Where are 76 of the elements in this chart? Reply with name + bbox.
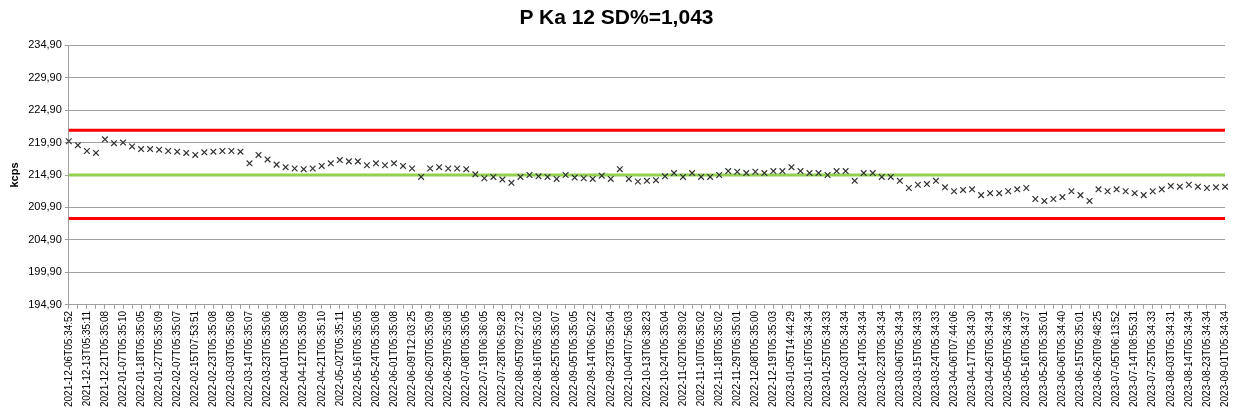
x-tick-label: 2023-06-15T05:35:01 [1074,310,1086,407]
x-tick-label: 2022-07-08T05:35:05 [460,310,472,407]
x-tick-label: 2023-07-14T08:55:31 [1128,310,1140,407]
x-tick-label: 2022-02-07T05:35:07 [170,310,182,407]
x-tick-label: 2022-05-16T05:35:05 [351,310,363,407]
x-tick-label: 2023-06-06T05:34:40 [1056,310,1068,407]
y-tick-label: 229,90 [28,70,62,83]
x-tick-label: 2022-03-23T05:35:06 [261,310,273,407]
x-tick-label: 2023-09-01T05:34:34 [1218,310,1230,407]
x-tick-label: 2023-08-14T05:34:34 [1182,310,1194,407]
x-tick-label: 2023-08-03T05:34:31 [1164,310,1176,407]
x-tick-label: 2023-03-06T05:34:34 [893,310,905,407]
x-tick-label: 2022-07-19T06:36:05 [478,310,490,407]
x-tick-label: 2023-02-23T05:34:34 [875,310,887,407]
y-tick-label: 209,90 [28,200,62,213]
x-tick-label: 2022-06-09T12:03:25 [405,310,417,407]
y-tick-label: 194,90 [28,297,62,310]
x-tick-label: 2023-01-25T05:34:33 [821,310,833,407]
x-tick-label: 2022-10-04T07:56:03 [622,310,634,407]
x-tick-label: 2023-03-15T05:34:33 [911,310,923,407]
y-tick-label: 199,90 [28,265,62,278]
x-tick-label: 2022-05-02T05:35:11 [333,310,345,407]
x-tick-label: 2022-08-05T09:27:32 [514,310,526,407]
x-tick-label: 2023-05-26T05:35:01 [1038,310,1050,407]
y-axis-title: kcps [7,162,20,188]
x-tick-label: 2022-11-02T06:39:02 [676,310,688,407]
x-tick-label: 2022-01-07T05:35:10 [116,310,128,407]
chart-title: P Ka 12 SD%=1,043 [519,5,714,29]
x-tick-label: 2022-07-28T06:59:28 [496,310,508,407]
x-tick-label: 2023-02-14T05:34:34 [857,310,869,407]
x-tick-label: 2022-03-14T05:35:07 [243,310,255,407]
x-tick-label: 2022-08-25T05:35:07 [550,310,562,407]
x-tick-label: 2022-04-01T05:35:08 [279,310,291,407]
x-tick-label: 2023-06-26T09:48:25 [1092,310,1104,407]
x-tick-label: 2022-09-05T05:35:05 [568,310,580,407]
x-tick-label: 2023-04-17T05:34:30 [965,310,977,407]
x-tick-label: 2021-12-06T05:34:52 [62,310,74,407]
y-tick-label: 224,90 [28,103,62,116]
x-tick-label: 2022-06-01T05:35:08 [387,310,399,407]
x-tick-label: 2023-07-25T05:34:33 [1146,310,1158,407]
x-tick-label: 2023-04-06T07:44:06 [947,310,959,407]
x-tick-label: 2022-03-03T05:35:08 [225,310,237,407]
x-tick-label: 2023-01-05T14:44:29 [785,310,797,407]
x-tick-label: 2023-08-23T05:34:34 [1200,310,1212,407]
x-tick-label: 2022-06-29T05:35:08 [441,310,453,407]
x-tick-label: 2022-02-15T07:53:51 [189,310,201,407]
x-tick-label: 2022-04-12T05:35:09 [297,310,309,407]
x-tick-label: 2022-10-13T06:38:23 [640,310,652,407]
x-tick-label: 2022-11-18T05:35:02 [712,310,724,407]
x-tick-label: 2021-12-13T05:35:11 [80,310,92,407]
x-tick-label: 2022-11-29T05:35:01 [731,310,742,407]
x-tick-label: 2022-12-08T05:35:00 [749,310,761,407]
x-tick-label: 2022-08-16T05:35:02 [532,310,544,407]
x-tick-label: 2022-11-10T05:35:02 [694,310,706,407]
x-tick-label: 2023-01-16T05:34:34 [803,310,815,407]
x-tick-label: 2022-09-14T06:50:22 [586,310,598,407]
x-tick-label: 2022-06-20T05:35:09 [423,310,435,407]
x-tick-label: 2022-10-24T05:35:04 [658,310,670,407]
x-tick-label: 2023-05-16T05:34:37 [1020,310,1032,407]
x-tick-label: 2022-02-23T05:35:08 [207,310,219,407]
x-tick-label: 2022-04-21T05:35:10 [315,310,327,407]
y-tick-label: 219,90 [28,135,62,148]
x-tick-label: 2023-02-03T05:34:34 [839,310,851,407]
y-tick-label: 234,90 [28,38,62,51]
x-tick-label: 2022-05-24T05:35:08 [369,310,381,407]
x-tick-label: 2023-03-24T05:34:33 [929,310,941,407]
y-tick-label: 214,90 [28,168,62,181]
x-tick-label: 2023-05-05T05:34:36 [1001,310,1013,407]
x-tick-label: 2022-01-27T05:35:09 [152,310,164,407]
x-tick-label: 2022-01-18T05:35:05 [134,310,146,407]
x-tick-label: 2022-09-23T05:35:04 [604,310,616,407]
x-tick-label: 2023-07-05T06:13:52 [1110,310,1122,407]
x-tick-label: 2023-04-26T05:34:34 [983,310,995,407]
y-tick-label: 204,90 [28,232,62,245]
x-tick-label: 2021-12-21T05:35:08 [98,310,110,407]
x-tick-label: 2022-12-19T05:35:03 [767,310,779,407]
